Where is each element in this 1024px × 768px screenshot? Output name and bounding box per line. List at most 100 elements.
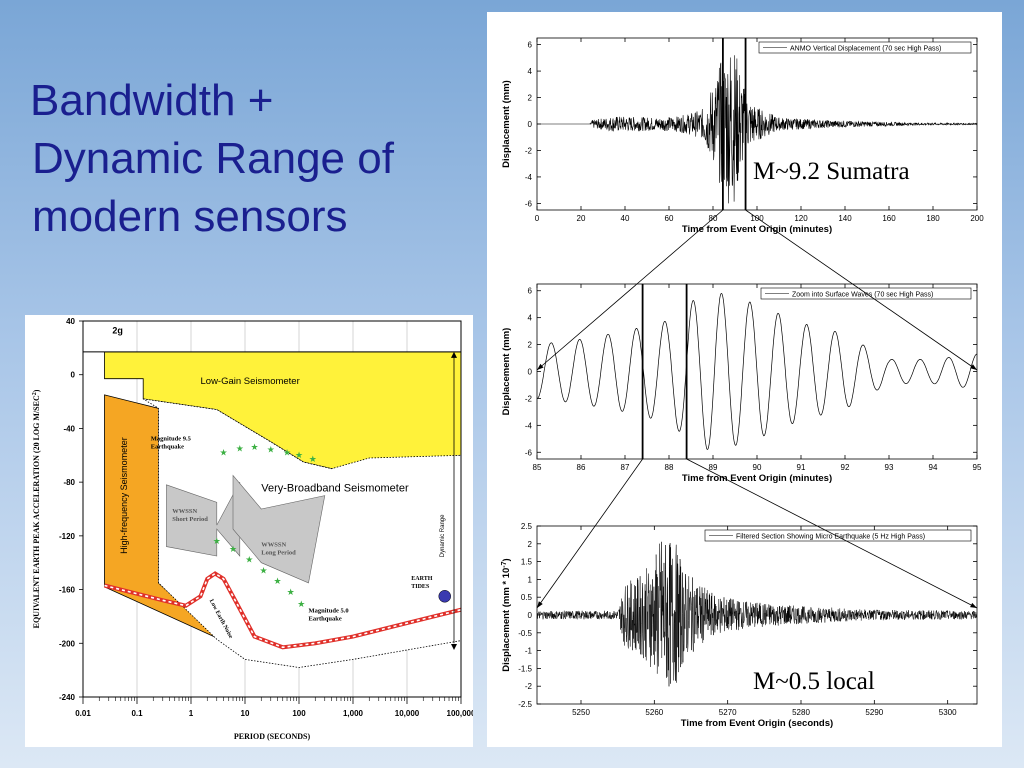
y-tick-label: 40 [66,317,75,326]
y-tick-label: 0.5 [521,593,533,602]
seismogram-plot-1: 6420-2-4-6020406080100120140160180200ANM… [501,37,984,235]
x-tick-label: 87 [621,463,630,472]
low-gain-label: Low-Gain Seismometer [201,376,300,387]
x-tick-label: 5300 [939,708,957,717]
title-line-2: Dynamic Range of [32,134,394,183]
x-tick-label: 5280 [792,708,810,717]
legend-label: Zoom into Surface Waves (70 sec High Pas… [792,292,933,299]
x-tick-label: 10 [241,709,250,718]
magnitude-5-0-star: ★ [259,565,267,575]
y-tick-label: 0 [528,120,533,129]
x-tick-label: 5250 [572,708,590,717]
y-tick-label: -0.5 [518,629,532,638]
y-tick-label: -6 [525,448,533,457]
annotation-sumatra: M~9.2 Sumatra [753,158,910,185]
y-tick-label: -2 [525,394,533,403]
magnitude-5-0-star: ★ [297,599,305,609]
wwssn-long-period-label: WWSSN [261,542,286,549]
y-tick-label: -160 [59,586,76,595]
dynamic-range-label: Dynamic Range [440,514,446,557]
y-tick-label: 6 [528,287,533,296]
x-tick-label: 95 [973,463,982,472]
legend: Filtered Section Showing Micro Earthquak… [704,529,972,542]
legend-label: ANMO Vertical Displacement (70 sec High … [790,46,941,53]
y-tick-label: 2.5 [521,522,533,531]
y-tick-label: -40 [63,424,75,433]
x-tick-label: 86 [577,463,586,472]
waveform-line [537,55,978,204]
title-line-3: modern sensors [32,192,348,241]
magnitude-9-5-star: ★ [309,454,317,464]
x-tick-label: 1 [189,709,194,718]
x-tick-label: 160 [882,214,896,223]
wwssn-long-period-band [232,474,326,584]
two-g-label: 2g [112,326,123,336]
slide-title: Bandwidth + Dynamic Range of modern sens… [30,72,470,246]
y-tick-label: -2 [525,146,533,155]
magnitude-9-5-star: ★ [295,450,303,460]
y-tick-label: 6 [528,41,533,50]
x-tick-label: 10,000 [395,709,420,718]
y-tick-label: 1.5 [521,558,533,567]
y-axis-label: EQUIVALENT EARTH PEAK ACCELERATION (20 L… [32,389,41,628]
magnitude-9-5-star: ★ [219,447,227,457]
y-tick-label: 1 [528,575,533,584]
magnitude-9-5-star: ★ [283,447,291,457]
x-tick-label: 0 [535,214,540,223]
y-tick-label: -1 [525,647,533,656]
y-tick-label: -2 [525,682,533,691]
y-tick-label: -4 [525,173,533,182]
zoom-arrow-left-2-head [537,601,543,608]
x-tick-label: 94 [929,463,938,472]
x-tick-label: 85 [533,463,542,472]
x-tick-label: 120 [794,214,808,223]
magnitude-5-0-label: Earthquake [309,615,342,622]
y-tick-label: 0 [71,371,76,380]
x-tick-label: 20 [577,214,586,223]
dynamic-range-panel: ★ ★ ★ ★ ★ ★ ★ ★ ★ ★ ★ ★ ★ ★ 40 0 -40 -80 -120 -160 -200 -240 0… [25,315,476,747]
x-axis-label: Time from Event Origin (minutes) [682,224,832,235]
legend-box [704,529,972,542]
magnitude-5-0-star: ★ [229,544,237,554]
magnitude-5-0-label: Magnitude 5.0 [309,607,349,614]
magnitude-5-0-star: ★ [287,587,295,597]
y-tick-label: -200 [59,639,76,648]
high-frequency-label: High-frequency Seismometer [119,437,129,554]
title-line-1: Bandwidth + [30,76,274,125]
earth-tides-icon [438,590,451,603]
wwssn-short-period-label: WWSSN [172,508,197,515]
y-tick-label: 2 [528,341,533,350]
dynamic-range-arrow-head-down [451,644,457,650]
x-axis-label: Time from Event Origin (minutes) [682,473,832,484]
earth-tides-label: EARTH [411,576,432,582]
wwssn-short-period-band [166,481,241,557]
x-tick-label: 88 [665,463,674,472]
annotation-box-sumatra [749,154,969,190]
legend-label: Filtered Section Showing Micro Earthquak… [736,534,925,541]
legend-box [758,41,972,54]
y-tick-label: 2 [528,94,533,103]
y-axis-label: Displacement (mm * 10-7) [501,558,513,671]
magnitude-5-0-star: ★ [213,536,221,546]
y-tick-label: 2 [528,540,533,549]
zoom-arrow-left-head [537,363,544,370]
x-tick-label: 0.1 [131,709,143,718]
x-tick-label: 60 [665,214,674,223]
zoom-arrow-left-2 [536,458,643,609]
wwssn-short-period-label: Short Period [172,516,208,523]
wwssn-long-period-label: Long Period [261,550,296,557]
y-tick-label: -240 [59,693,76,702]
seismogram-panel: 6420-2-4-6020406080100120140160180200ANM… [487,12,1002,747]
y-tick-label: 0 [528,368,533,377]
y-tick-label: -4 [525,421,533,430]
x-axis-label: PERIOD (SECONDS) [234,732,311,741]
x-tick-label: 5260 [645,708,663,717]
seismogram-plot-2: 6 4 2 0 -2 -4 -685 86 87 88 89 90 91 92 93 94 95 Zoom int… [501,283,982,484]
x-tick-label: 200 [970,214,984,223]
x-tick-label: 90 [753,463,762,472]
zoom-arrow-left [536,209,724,371]
x-tick-label: 89 [709,463,718,472]
zoom-arrow-right [745,209,978,371]
x-tick-label: 140 [838,214,852,223]
x-tick-label: 180 [926,214,940,223]
